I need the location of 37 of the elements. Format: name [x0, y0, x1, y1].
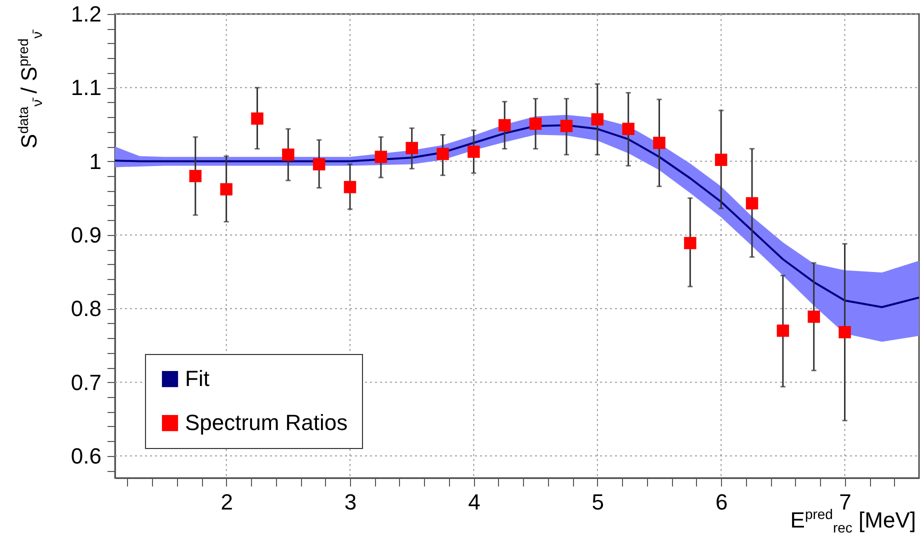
y-tick-label: 1.1	[70, 75, 102, 100]
legend-label: Fit	[185, 366, 210, 391]
point	[251, 112, 264, 125]
point	[220, 183, 232, 196]
legend-label: Spectrum Ratios	[185, 410, 348, 435]
x-tick-label: 4	[468, 490, 480, 514]
point	[406, 142, 418, 154]
point	[189, 170, 202, 182]
point	[653, 136, 666, 150]
y-tick-label: 0.6	[70, 443, 102, 468]
point	[312, 158, 326, 170]
point	[808, 310, 820, 323]
y-tick-label: 0.8	[70, 296, 102, 322]
point	[714, 154, 728, 166]
point	[622, 122, 634, 136]
y-tick-label: 1.2	[70, 2, 102, 26]
point	[838, 326, 851, 338]
y-tick-label: 0.9	[70, 222, 102, 248]
point	[436, 148, 449, 160]
point	[591, 113, 604, 126]
point	[282, 148, 294, 161]
point	[529, 118, 542, 130]
point	[468, 146, 480, 158]
y-tick-label: 0.7	[70, 370, 102, 395]
y-tick-label: 1	[89, 148, 102, 174]
point	[374, 150, 388, 164]
x-tick-label: 2	[220, 490, 233, 514]
point	[498, 119, 511, 132]
point	[344, 180, 356, 194]
point	[684, 236, 696, 250]
point	[746, 197, 758, 210]
x-tick-label: 7	[839, 490, 852, 514]
x-tick-label: 6	[715, 490, 728, 514]
x-tick-label: 3	[344, 490, 357, 514]
point	[560, 120, 573, 132]
point	[776, 324, 790, 337]
x-tick-label: 5	[592, 490, 604, 514]
